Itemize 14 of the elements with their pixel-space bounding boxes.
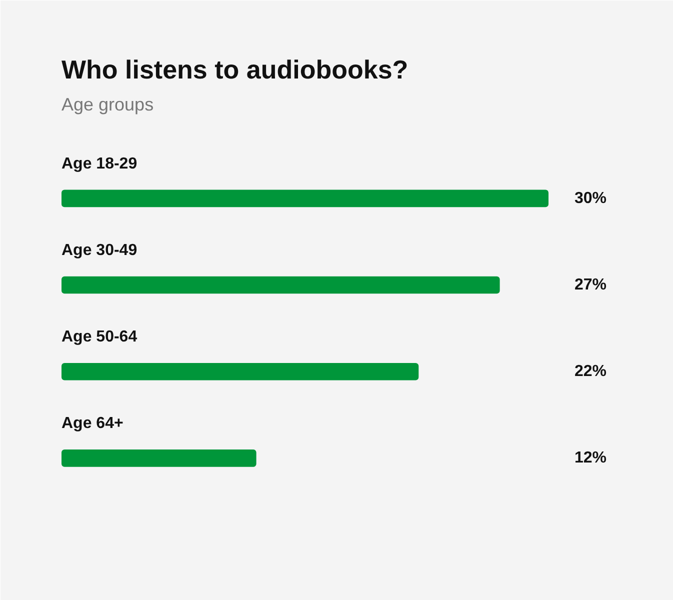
y-tick-label: Age 64+ xyxy=(62,415,124,432)
chart-subtitle: Age groups xyxy=(62,94,154,114)
y-tick-label: Age 30-49 xyxy=(62,242,138,259)
y-tick-label: Age 50-64 xyxy=(62,328,138,346)
data-label: 22% xyxy=(574,363,607,380)
data-label: 30% xyxy=(574,190,607,207)
y-tick-label: Age 18-29 xyxy=(62,155,138,172)
data-label: 12% xyxy=(574,450,607,467)
bar xyxy=(62,190,548,208)
bar xyxy=(62,450,256,467)
bar xyxy=(62,276,500,294)
bar xyxy=(62,362,419,380)
data-label: 27% xyxy=(574,276,607,294)
chart-title: Who listens to audiobooks? xyxy=(62,54,408,84)
